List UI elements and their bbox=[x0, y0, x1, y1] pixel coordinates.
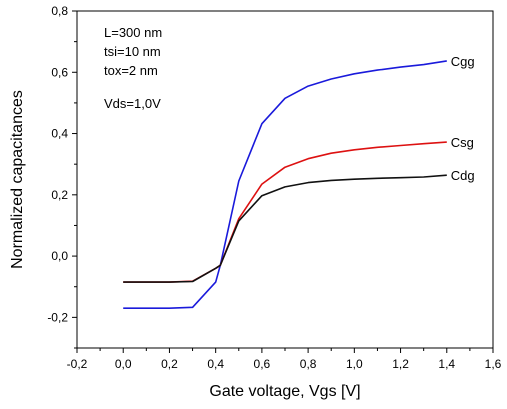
annotation-silicon-thickness: tsi=10 nm bbox=[104, 44, 161, 59]
series-label-cdg: Cdg bbox=[451, 168, 475, 183]
y-tick-label: -0,2 bbox=[47, 310, 68, 324]
series-line-cdg bbox=[123, 174, 447, 283]
y-axis-title: Normalized capacitances bbox=[9, 90, 26, 269]
y-tick-label: 0,8 bbox=[51, 4, 68, 18]
series-label-csg: Csg bbox=[451, 135, 474, 150]
y-axis-ticks: -0,2 0,0 0,2 0,4 0,6 0,8 bbox=[47, 4, 77, 349]
parameter-annotations: L=300 nm tsi=10 nm tox=2 nm Vds=1,0V bbox=[104, 25, 162, 111]
x-tick-label: 0,0 bbox=[115, 357, 132, 371]
y-tick-label: 0,6 bbox=[51, 65, 68, 79]
series-lines bbox=[123, 60, 447, 310]
x-tick-label: 1,4 bbox=[438, 357, 455, 371]
y-tick-label: 0,0 bbox=[51, 249, 68, 263]
annotation-drain-voltage: Vds=1,0V bbox=[104, 96, 161, 111]
y-tick-label: 0,4 bbox=[51, 127, 68, 141]
series-line-csg bbox=[123, 141, 447, 283]
x-axis-title: Gate voltage, Vgs [V] bbox=[209, 383, 360, 400]
x-tick-label: 1,0 bbox=[346, 357, 363, 371]
annotation-oxide-thickness: tox=2 nm bbox=[104, 63, 158, 78]
series-labels: Cgg Csg Cdg bbox=[451, 54, 475, 183]
x-tick-label: 0,6 bbox=[254, 357, 271, 371]
x-axis-ticks: -0,2 0,0 0,2 0,4 0,6 0,8 1,0 1,2 1,4 1,6 bbox=[67, 348, 502, 371]
series-line-cgg bbox=[123, 60, 447, 310]
plot-frame bbox=[76, 10, 494, 349]
y-tick-label: 0,2 bbox=[51, 188, 68, 202]
x-tick-label: 0,2 bbox=[161, 357, 178, 371]
x-tick-label: 0,4 bbox=[207, 357, 224, 371]
series-label-cgg: Cgg bbox=[451, 54, 475, 69]
annotation-length: L=300 nm bbox=[104, 25, 162, 40]
x-tick-label: 1,6 bbox=[485, 357, 502, 371]
x-tick-label: 1,2 bbox=[392, 357, 409, 371]
x-tick-label: -0,2 bbox=[67, 357, 88, 371]
x-tick-label: 0,8 bbox=[300, 357, 317, 371]
